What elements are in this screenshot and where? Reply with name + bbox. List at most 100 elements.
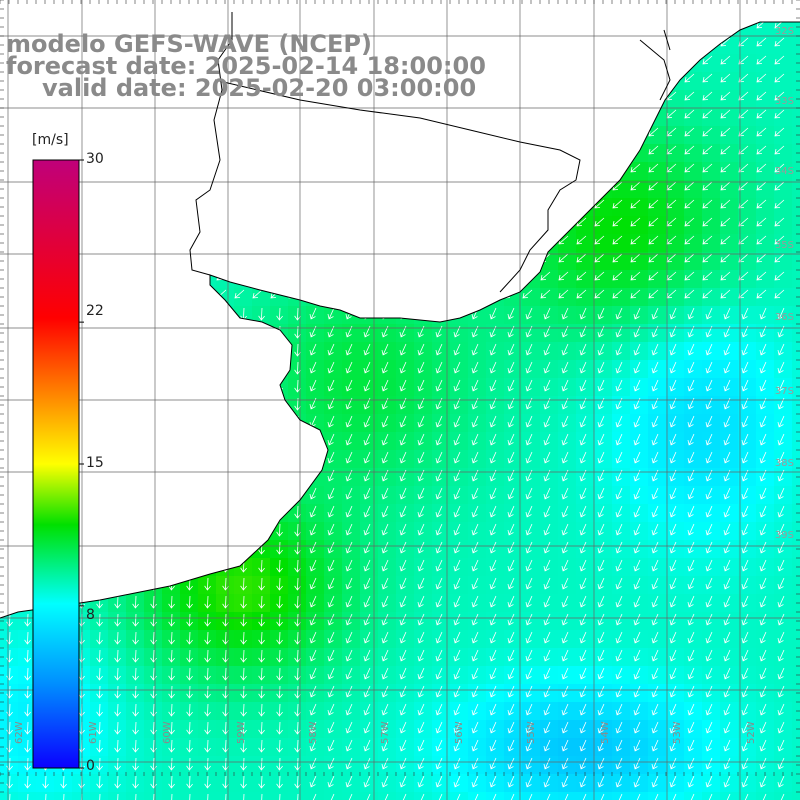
wind-cell <box>432 342 451 361</box>
wind-cell <box>144 450 163 469</box>
wind-cell <box>144 342 163 361</box>
wind-cell <box>684 486 703 505</box>
wind-arrow <box>204 685 211 699</box>
wind-cell <box>468 522 487 541</box>
wind-cell <box>558 594 577 613</box>
wind-arrow <box>633 667 641 680</box>
wind-arrow <box>144 253 155 263</box>
wind-arrow <box>702 109 713 119</box>
wind-cell <box>630 342 649 361</box>
wind-arrow <box>489 631 497 644</box>
wind-cell <box>522 90 541 109</box>
wind-cell <box>486 612 505 631</box>
wind-cell <box>450 738 469 757</box>
wind-arrow <box>579 559 587 572</box>
wind-cell <box>414 576 433 595</box>
wind-arrow <box>579 703 587 716</box>
wind-arrow <box>633 649 641 662</box>
wind-cell <box>432 180 451 199</box>
wind-cell <box>450 684 469 703</box>
wind-cell <box>234 108 253 127</box>
wind-cell <box>594 234 613 253</box>
wind-arrow <box>774 127 785 137</box>
wind-cell <box>702 576 721 595</box>
wind-arrow <box>507 667 515 680</box>
wind-cell <box>720 198 739 217</box>
wind-arrow <box>486 181 497 191</box>
wind-cell <box>468 612 487 631</box>
wind-arrow <box>630 37 641 47</box>
wind-cell <box>450 702 469 721</box>
wind-arrow <box>186 613 193 627</box>
wind-arrow <box>309 757 317 770</box>
wind-arrow <box>615 523 623 536</box>
wind-cell <box>252 252 271 271</box>
wind-arrow <box>258 631 265 645</box>
wind-arrow <box>741 703 749 716</box>
wind-cell <box>648 666 667 685</box>
wind-arrow <box>78 487 85 501</box>
wind-cell <box>468 324 487 343</box>
wind-cell <box>252 108 271 127</box>
wind-arrow <box>204 505 211 519</box>
wind-arrow <box>432 163 443 173</box>
wind-cell <box>612 774 631 793</box>
wind-arrow <box>558 91 569 101</box>
wind-cell <box>324 108 343 127</box>
wind-arrow <box>309 361 317 374</box>
wind-cell <box>684 648 703 667</box>
wind-cell <box>342 216 361 235</box>
wind-arrow <box>741 667 749 680</box>
wind-cell <box>504 540 523 559</box>
wind-cell <box>774 648 793 667</box>
wind-arrow <box>561 505 569 518</box>
wind-cell <box>666 324 685 343</box>
wind-cell <box>144 162 163 181</box>
lat-label: 36S <box>774 312 794 323</box>
wind-cell <box>612 252 631 271</box>
wind-arrow <box>561 685 569 698</box>
wind-cell <box>738 144 757 163</box>
wind-arrow <box>669 703 677 716</box>
wind-cell <box>216 450 235 469</box>
wind-cell <box>756 738 775 757</box>
wind-cell <box>630 558 649 577</box>
wind-cell <box>18 792 37 800</box>
wind-arrow <box>504 145 515 155</box>
wind-arrow <box>222 721 229 735</box>
wind-cell <box>720 414 739 433</box>
wind-arrow <box>414 127 425 137</box>
lon-label: 55W <box>526 721 537 744</box>
wind-arrow <box>471 343 479 356</box>
wind-arrow <box>723 757 731 770</box>
wind-arrow <box>168 433 175 447</box>
wind-cell <box>648 450 667 469</box>
wind-arrow <box>561 361 569 374</box>
wind-cell <box>774 234 793 253</box>
wind-arrow <box>633 595 641 608</box>
wind-arrow <box>324 271 335 281</box>
wind-cell <box>396 378 415 397</box>
wind-cell <box>774 378 793 397</box>
wind-arrow <box>180 181 191 191</box>
wind-cell <box>450 288 469 307</box>
wind-arrow <box>576 199 587 209</box>
wind-cell <box>486 180 505 199</box>
wind-cell <box>738 342 757 361</box>
wind-arrow <box>96 379 103 393</box>
wind-arrow <box>180 235 191 245</box>
wind-arrow <box>687 775 695 788</box>
wind-cell <box>558 504 577 523</box>
wind-arrow <box>630 163 641 173</box>
wind-arrow <box>687 649 695 662</box>
wind-arrow <box>78 577 85 591</box>
lon-label: 60W <box>162 721 173 744</box>
wind-cell <box>468 630 487 649</box>
wind-cell <box>378 756 397 775</box>
wind-arrow <box>741 595 749 608</box>
wind-arrow <box>633 559 641 572</box>
wind-arrow <box>597 757 605 770</box>
wind-arrow <box>417 595 425 608</box>
wind-cell <box>432 378 451 397</box>
wind-cell <box>468 144 487 163</box>
